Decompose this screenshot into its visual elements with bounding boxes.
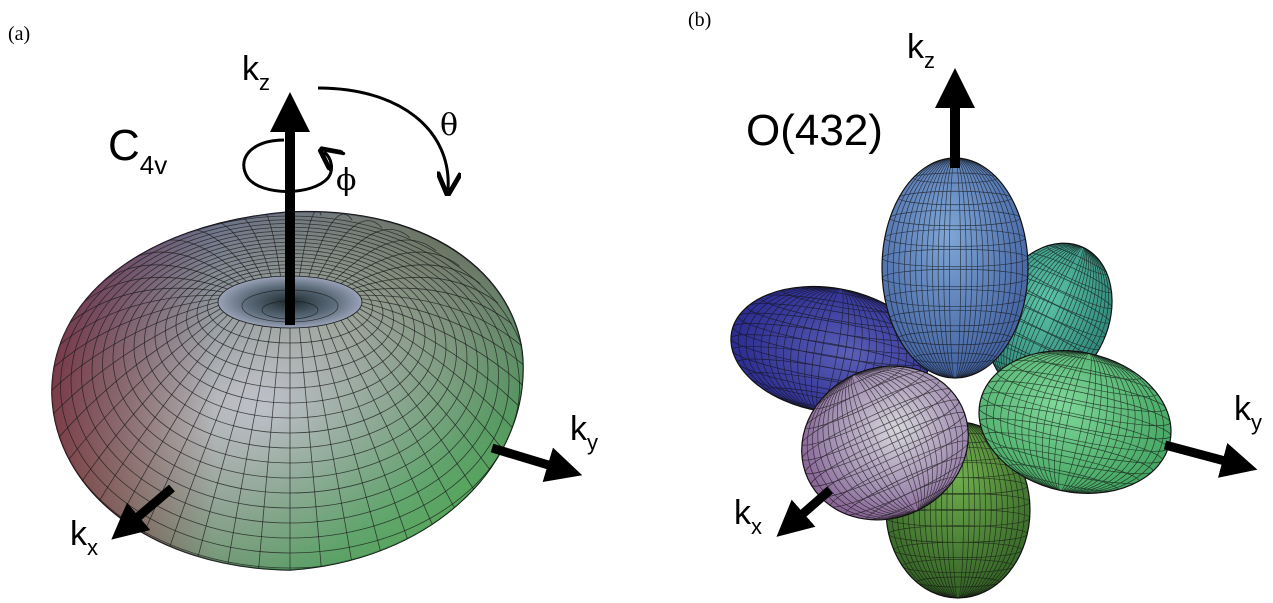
kz-axis-label: kz [242,50,270,95]
panel-b-tag: (b) [688,9,711,31]
theta-label: θ [440,108,458,143]
kx-axis-arrow-b [776,486,833,537]
phi-rotation-arrow [242,138,332,193]
panel-a: (a) kz ky [8,23,598,571]
kz-axis-label-b: kz [907,28,935,73]
kx-axis-label-b: kx [734,494,762,539]
group-label-o432: O(432) [746,106,883,155]
lobe-front-kx [801,365,969,521]
ky-axis-label-b: ky [1234,390,1262,435]
theta-arc-arrow [317,86,448,190]
group-label-c4v: C4v [108,121,167,180]
ky-axis-label: ky [570,410,598,455]
lobe-plus-kz [881,157,1029,379]
phi-label: ϕ [336,163,356,198]
ky-axis-arrow [490,443,583,483]
kx-axis-arrow [111,484,175,540]
kx-axis-label: kx [70,515,98,560]
ky-axis-arrow-b [1163,440,1258,478]
panel-a-tag: (a) [8,23,30,45]
panel-b: (b) [688,9,1262,599]
